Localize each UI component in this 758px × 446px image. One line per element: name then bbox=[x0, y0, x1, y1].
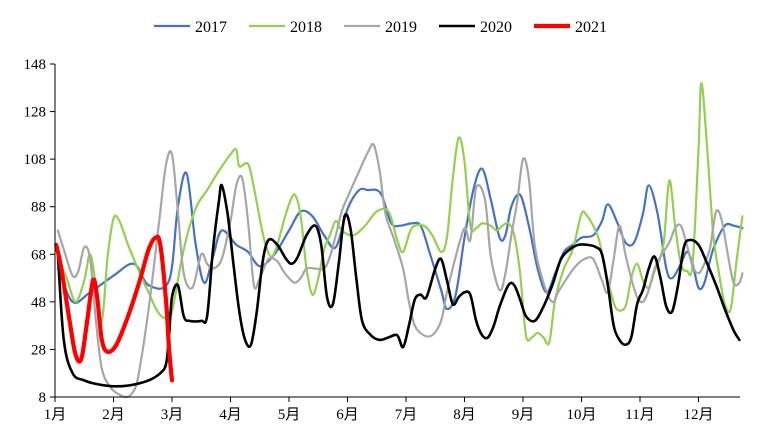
x-tick-label: 4月 bbox=[219, 407, 242, 423]
y-tick-label: 8 bbox=[39, 390, 47, 406]
y-tick-label: 48 bbox=[31, 295, 46, 311]
legend-label-2019: 2019 bbox=[385, 19, 417, 36]
x-tick-label: 10月 bbox=[566, 407, 596, 423]
x-tick-label: 11月 bbox=[625, 407, 654, 423]
legend: 2017 2018 2019 2020 2021 bbox=[154, 19, 607, 36]
y-tick-label: 128 bbox=[24, 105, 47, 121]
x-tick-label: 8月 bbox=[453, 407, 476, 423]
legend-label-2018: 2018 bbox=[290, 19, 322, 36]
x-tick-label: 3月 bbox=[161, 407, 184, 423]
x-tick-label: 5月 bbox=[278, 407, 301, 423]
series-layer bbox=[54, 81, 744, 399]
legend-label-2021: 2021 bbox=[575, 19, 607, 36]
series-line-2017 bbox=[56, 167, 744, 311]
y-tick-label: 68 bbox=[31, 247, 46, 263]
x-tick-label: 12月 bbox=[683, 407, 713, 423]
series-line-2020 bbox=[56, 183, 741, 388]
x-tick-label: 9月 bbox=[512, 407, 535, 423]
y-tick-label: 148 bbox=[24, 57, 47, 73]
legend-label-2020: 2020 bbox=[480, 19, 512, 36]
x-tick-label: 2月 bbox=[102, 407, 125, 423]
y-tick-label: 108 bbox=[24, 152, 47, 168]
x-axis-ticks: 1月 2月 3月 4月 5月 6月 7月 8月 9月 10月 11月 12月 bbox=[44, 397, 714, 423]
x-tick-label: 6月 bbox=[336, 407, 359, 423]
x-tick-label: 7月 bbox=[395, 407, 418, 423]
x-tick-label: 1月 bbox=[44, 407, 67, 423]
y-axis-ticks: 8 28 48 68 88 108 128 148 bbox=[24, 57, 55, 406]
series-line-2021 bbox=[54, 234, 175, 383]
y-tick-label: 88 bbox=[31, 200, 46, 216]
axes bbox=[54, 64, 740, 398]
y-tick-label: 28 bbox=[31, 342, 46, 358]
series-line-2019 bbox=[56, 142, 744, 399]
legend-label-2017: 2017 bbox=[195, 19, 227, 36]
